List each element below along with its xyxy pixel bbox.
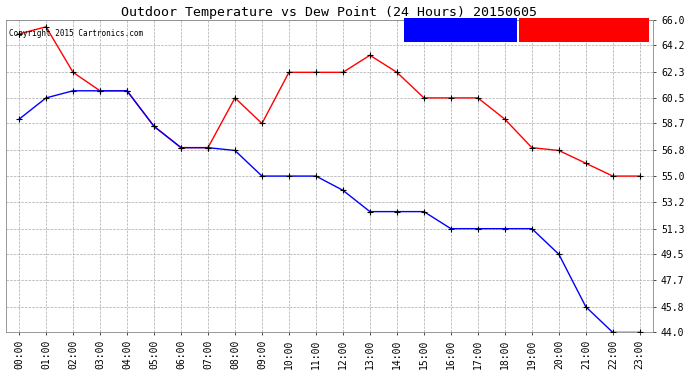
Text: Copyright 2015 Cartronics.com: Copyright 2015 Cartronics.com [9,29,143,38]
Text: Temperature (°F): Temperature (°F) [541,26,627,34]
Text: Dew Point (°F): Dew Point (°F) [423,26,498,34]
FancyBboxPatch shape [404,18,518,42]
Title: Outdoor Temperature vs Dew Point (24 Hours) 20150605: Outdoor Temperature vs Dew Point (24 Hou… [121,6,538,18]
FancyBboxPatch shape [519,18,649,42]
